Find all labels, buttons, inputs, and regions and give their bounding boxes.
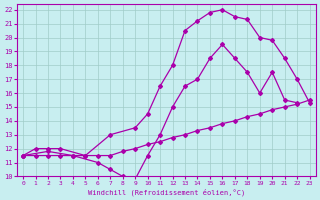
X-axis label: Windchill (Refroidissement éolien,°C): Windchill (Refroidissement éolien,°C)	[88, 188, 245, 196]
